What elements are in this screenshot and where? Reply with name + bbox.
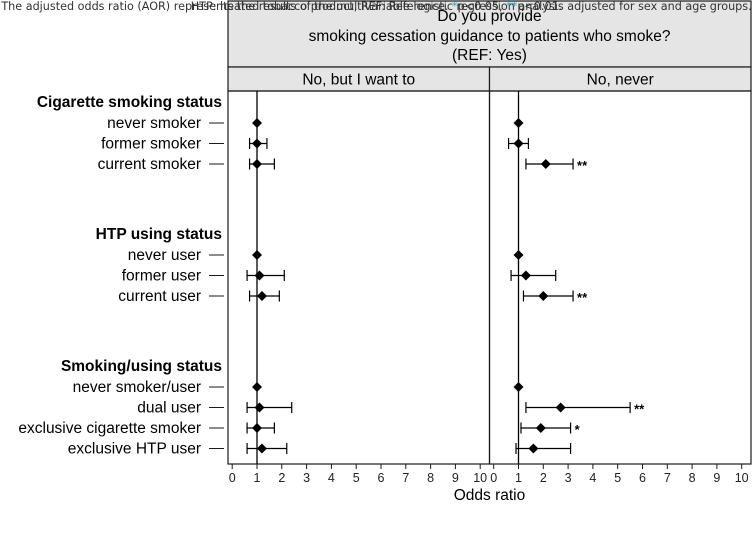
or-point xyxy=(254,402,265,413)
or-point xyxy=(540,159,551,169)
or-point xyxy=(513,118,524,128)
significance-label: * xyxy=(575,422,581,437)
significance-label: ** xyxy=(577,158,588,173)
title-line-1: Do you provide xyxy=(437,8,541,25)
panel-frame-right xyxy=(488,90,752,465)
row-label: former user xyxy=(122,268,201,285)
or-point xyxy=(252,382,262,392)
row-label: never smoker/user xyxy=(73,379,201,396)
or-point xyxy=(538,291,549,301)
x-tick-label: 2 xyxy=(278,471,285,485)
or-point xyxy=(252,138,262,149)
x-axis-label: Odds ratio xyxy=(454,487,526,500)
row-label: current user xyxy=(118,288,201,305)
or-point xyxy=(256,291,267,301)
significance-label: ** xyxy=(634,402,645,417)
row-label: never user xyxy=(128,247,201,264)
x-tick-label: 4 xyxy=(328,471,335,485)
or-point xyxy=(252,423,262,433)
caption-abbreviations: HTP: heated tobacco product, REF: Refere… xyxy=(190,0,453,13)
x-tick-label: 0 xyxy=(229,471,236,485)
row-label: exclusive cigarette smoker xyxy=(18,420,201,437)
or-point xyxy=(535,423,546,433)
x-tick-label: 9 xyxy=(713,471,720,485)
row-label: never smoker xyxy=(107,115,201,132)
caption-line-2: HTP: heated tobacco product, REF: Refere… xyxy=(0,0,753,13)
x-tick-label: 10 xyxy=(473,471,487,485)
row-label: dual user xyxy=(137,400,201,417)
x-tick-label: 6 xyxy=(639,471,646,485)
x-tick-label: 8 xyxy=(689,471,696,485)
row-label: current smoker xyxy=(98,156,201,173)
x-tick-label: 1 xyxy=(515,471,522,485)
x-tick-label: 3 xyxy=(303,471,310,485)
title-line-3: (REF: Yes) xyxy=(452,47,527,64)
row-label: former smoker xyxy=(101,136,201,153)
or-point xyxy=(513,382,524,392)
forest-plot: Do you provide smoking cessation guidanc… xyxy=(18,0,752,500)
panel-title-right: No, never xyxy=(587,72,654,89)
or-point xyxy=(252,159,262,169)
panel-title-left: No, but I want to xyxy=(302,72,415,89)
or-point xyxy=(256,443,267,454)
x-tick-label: 6 xyxy=(378,471,385,485)
group-heading: Cigarette smoking status xyxy=(37,94,222,111)
or-point xyxy=(252,250,262,260)
or-point xyxy=(254,270,265,281)
x-tick-label: 4 xyxy=(589,471,596,485)
caption-sig2-text: p<0.01. xyxy=(517,0,563,13)
x-tick-label: 10 xyxy=(735,471,749,485)
x-tick-label: 5 xyxy=(353,471,360,485)
x-tick-label: 7 xyxy=(402,471,409,485)
x-tick-label: 8 xyxy=(427,471,434,485)
x-tick-label: 2 xyxy=(540,471,547,485)
x-tick-label: 3 xyxy=(565,471,572,485)
group-heading: HTP using status xyxy=(96,226,222,243)
caption-line-1: The adjusted odds ratio (AOR) represents… xyxy=(1,0,752,13)
or-point xyxy=(520,270,531,281)
x-tick-label: 9 xyxy=(452,471,459,485)
x-tick-label: 5 xyxy=(614,471,621,485)
significance-label: ** xyxy=(577,290,588,305)
title-line-2: smoking cessation guidance to patients w… xyxy=(309,28,671,45)
x-tick-label: 7 xyxy=(664,471,671,485)
caption-sig2-mark: ** xyxy=(506,0,518,13)
or-point xyxy=(528,443,539,454)
group-heading: Smoking/using status xyxy=(61,358,222,375)
title-strip xyxy=(227,0,752,68)
or-point xyxy=(252,118,262,128)
x-tick-label: 1 xyxy=(254,471,261,485)
row-label: exclusive HTP user xyxy=(68,441,201,458)
or-point xyxy=(555,402,566,413)
caption-sig1-mark: * xyxy=(452,0,458,13)
caption-sig1-text: p<0.05, xyxy=(457,0,507,13)
or-point xyxy=(513,138,524,149)
panel-strip-right xyxy=(488,66,752,92)
or-point xyxy=(513,250,524,260)
x-tick-label: 0 xyxy=(490,471,497,485)
